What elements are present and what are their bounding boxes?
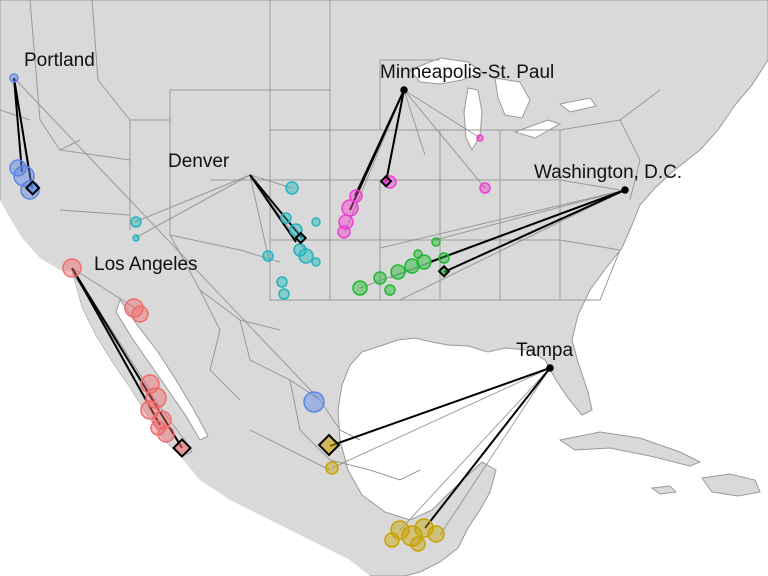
destination-marker — [152, 410, 172, 430]
hub-denver-cluster — [130, 181, 321, 300]
hub-los-angeles-cluster — [62, 258, 192, 458]
centroid-diamond — [437, 264, 451, 278]
label-minneapolis: Minneapolis-St. Paul — [380, 62, 554, 83]
lake-superior — [409, 57, 484, 85]
destination-marker — [352, 280, 368, 296]
destination-marker — [131, 305, 149, 323]
lake-michigan — [463, 87, 483, 152]
origin-point — [9, 73, 19, 83]
centroid-diamond — [172, 438, 192, 458]
origin-point — [546, 364, 554, 372]
lake-huron — [494, 77, 531, 119]
destination-marker — [311, 217, 321, 227]
destination-marker — [349, 189, 363, 203]
centroid-diamond — [24, 180, 41, 196]
destination-marker — [145, 387, 167, 409]
hub-washington-cluster — [352, 186, 629, 296]
label-los-angeles: Los Angeles — [94, 254, 198, 275]
hub-tampa-cluster — [317, 364, 554, 552]
label-portland: Portland — [24, 50, 95, 71]
centroid-diamond — [294, 231, 308, 245]
destination-marker — [311, 257, 321, 267]
destination-marker — [416, 254, 432, 270]
destination-marker — [293, 243, 307, 257]
strong-flow-lines — [13, 77, 626, 529]
origin-point — [400, 86, 408, 94]
destination-marker — [62, 258, 82, 278]
destination-marker — [325, 461, 339, 475]
pacific-ocean — [0, 200, 370, 576]
centroid-diamond — [379, 174, 393, 188]
destination-marker — [384, 532, 400, 548]
cuba — [558, 431, 702, 467]
hub-minneapolis-cluster — [337, 86, 491, 239]
centroid-diamond — [317, 433, 341, 457]
label-washington: Washington, D.C. — [534, 162, 682, 183]
destination-marker — [337, 225, 351, 239]
destination-marker — [373, 271, 387, 285]
destination-marker — [150, 420, 166, 436]
destination-marker — [390, 264, 406, 280]
lake-erie — [513, 119, 562, 139]
destination-marker — [438, 252, 450, 264]
hub-portland-cluster — [9, 73, 325, 413]
destination-marker — [280, 212, 292, 224]
destination-marker — [289, 223, 303, 237]
destination-marker — [157, 425, 175, 443]
destination-marker — [431, 237, 441, 247]
hispaniola — [701, 473, 761, 497]
destination-marker — [384, 284, 396, 296]
jamaica — [650, 485, 678, 495]
destination-marker — [303, 391, 325, 413]
destination-marker — [132, 234, 140, 242]
destination-marker — [262, 250, 274, 262]
lake-ontario — [558, 97, 597, 113]
label-tampa: Tampa — [516, 340, 573, 361]
destination-marker — [410, 536, 426, 552]
destination-marker — [413, 249, 423, 259]
destination-marker — [476, 134, 484, 142]
destination-marker — [130, 216, 142, 228]
destination-marker — [427, 525, 445, 543]
destination-marker — [276, 276, 288, 288]
destination-marker — [479, 182, 491, 194]
origin-point — [621, 186, 629, 194]
destination-marker — [278, 288, 290, 300]
label-denver: Denver — [168, 151, 230, 172]
gulf-of-california — [115, 298, 209, 441]
destination-marker — [285, 181, 299, 195]
